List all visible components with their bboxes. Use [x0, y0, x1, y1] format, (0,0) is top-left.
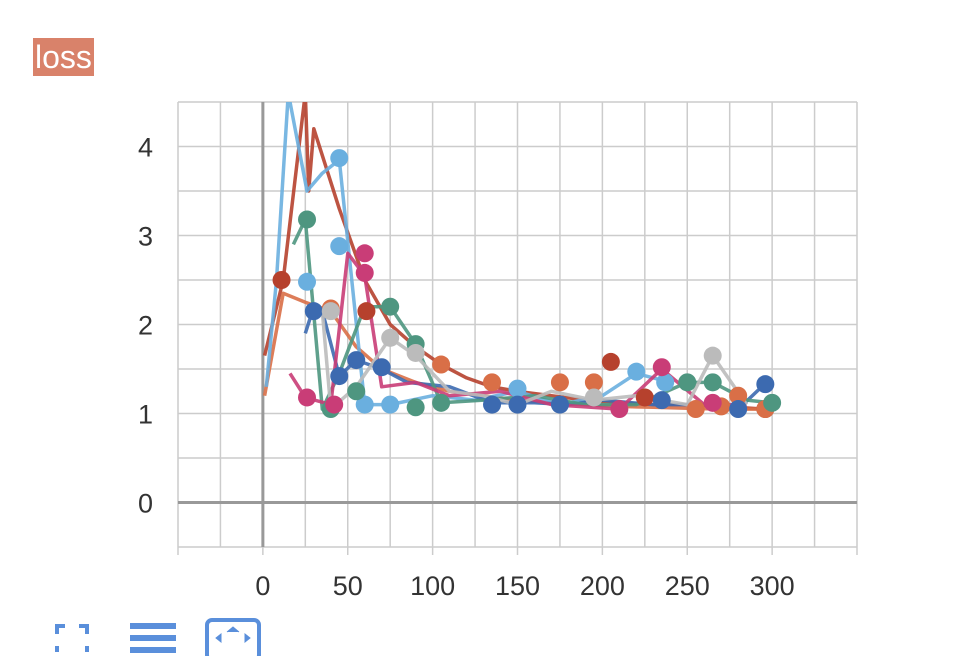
- data-point-marker: [298, 388, 317, 407]
- data-point-marker: [347, 382, 366, 401]
- data-point-marker: [584, 388, 603, 407]
- data-point-marker: [584, 373, 603, 392]
- data-point-marker: [330, 237, 349, 256]
- data-point-marker: [483, 373, 502, 392]
- data-point-marker: [729, 400, 748, 419]
- grid: [177, 101, 858, 555]
- data-point-marker: [347, 351, 366, 370]
- data-point-marker: [372, 358, 391, 377]
- data-point-marker: [432, 393, 451, 412]
- data-point-marker: [406, 398, 425, 417]
- x-tick-label: 250: [665, 571, 710, 601]
- data-point-marker: [381, 297, 400, 316]
- data-point-marker: [381, 328, 400, 347]
- toggle-lines-icon[interactable]: [128, 616, 178, 656]
- data-point-marker: [406, 343, 425, 362]
- data-point-marker: [729, 386, 748, 405]
- y-tick-label: 4: [138, 133, 153, 163]
- data-point-marker: [357, 302, 376, 321]
- data-point-marker: [483, 395, 502, 414]
- data-point-marker: [550, 373, 569, 392]
- data-point-marker: [355, 263, 374, 282]
- data-point-marker: [703, 346, 722, 365]
- tick-labels: 0 50 100 150 200 250 300 0 1 2 3 4: [138, 133, 795, 602]
- data-point-marker: [678, 373, 697, 392]
- data-point-marker: [627, 362, 646, 381]
- fullscreen-icon[interactable]: [54, 616, 94, 656]
- y-tick-label: 0: [138, 489, 153, 519]
- data-point-marker: [355, 244, 374, 263]
- data-point-marker: [381, 395, 400, 414]
- series-line-7: [320, 310, 749, 411]
- data-point-marker: [304, 302, 323, 321]
- x-tick-label: 200: [580, 571, 625, 601]
- data-point-marker: [756, 375, 775, 394]
- data-point-marker: [656, 373, 675, 392]
- fit-domain-icon[interactable]: [204, 616, 262, 656]
- data-point-marker: [330, 367, 349, 386]
- x-tick-label: 100: [410, 571, 455, 601]
- data-point-marker: [272, 271, 291, 289]
- data-point-marker: [508, 395, 527, 414]
- data-point-marker: [330, 149, 349, 168]
- y-tick-label: 3: [138, 222, 153, 252]
- y-tick-label: 2: [138, 311, 153, 341]
- data-point-marker: [610, 400, 629, 419]
- data-point-marker: [703, 373, 722, 392]
- data-point-marker: [321, 302, 340, 321]
- chart-toolbar: [50, 616, 280, 656]
- run-tag-label: loss: [33, 38, 94, 76]
- data-point-marker: [298, 210, 317, 229]
- data-point-marker: [325, 395, 344, 414]
- x-tick-label: 300: [750, 571, 795, 601]
- data-point-marker: [652, 358, 671, 377]
- series-markers: [272, 149, 782, 419]
- data-point-marker: [508, 379, 527, 398]
- y-tick-label: 1: [138, 400, 153, 430]
- data-point-marker: [550, 395, 569, 414]
- data-point-marker: [703, 393, 722, 412]
- data-point-marker: [355, 395, 374, 414]
- axes: [178, 102, 857, 547]
- x-tick-label: 50: [333, 571, 363, 601]
- data-point-marker: [686, 400, 705, 419]
- data-point-marker: [298, 272, 317, 291]
- data-point-marker: [763, 393, 782, 412]
- data-point-marker: [652, 391, 671, 410]
- x-tick-label: 150: [495, 571, 540, 601]
- data-point-marker: [601, 352, 620, 371]
- data-point-marker: [432, 355, 451, 374]
- data-point-marker: [635, 388, 654, 407]
- x-tick-label: 0: [255, 571, 270, 601]
